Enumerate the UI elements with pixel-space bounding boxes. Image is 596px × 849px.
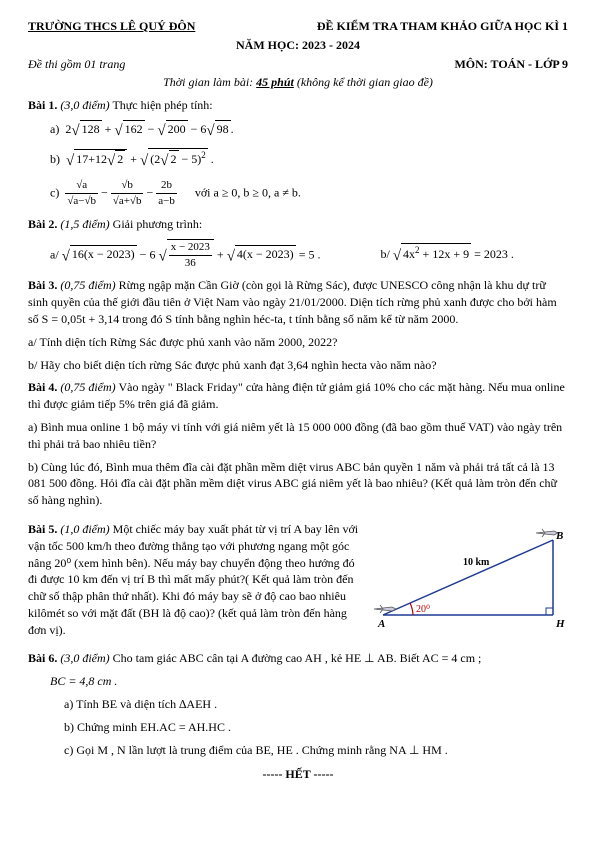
bai1-stem: Thực hiện phép tính: (112, 98, 212, 112)
bai2-title: Bài 2. (28, 217, 57, 231)
bai6-stem: Cho tam giác ABC cân tại A đường cao AH … (113, 651, 482, 665)
bai1-c: c) √a√a−√b − √b√a+√b − 2ba−b với a ≥ 0, … (50, 178, 568, 210)
page-note: Đề thi gồm 01 trang (28, 56, 125, 73)
bai4-pts: (0,75 điểm) (60, 380, 115, 394)
bai6-qa: a) Tính BE và diện tích ∆AEH . (64, 696, 568, 713)
bai5-title: Bài 5. (28, 522, 57, 536)
bai3-title: Bài 3. (28, 278, 57, 292)
bai3-qa: a/ Tính diện tích Rừng Sác được phủ xanh… (28, 334, 568, 351)
bai6-pts: (3,0 điểm) (60, 651, 109, 665)
bai4-qa: a) Bình mua online 1 bộ máy vi tính với … (28, 419, 568, 453)
bai6-qc: c) Gọi M , N lần lượt là trung điểm của … (64, 742, 568, 759)
bai5-heading: Bài 5. (1,0 điểm) Một chiếc máy bay xuất… (28, 521, 360, 639)
exam-title: ĐỀ KIỂM TRA THAM KHẢO GIỮA HỌC KÌ 1 (317, 18, 568, 35)
school-year: NĂM HỌC: 2023 - 2024 (28, 37, 568, 54)
bai2-stem: Giải phương trình: (113, 217, 203, 231)
bai3-qb: b/ Hãy cho biết diện tích rừng Sác được … (28, 357, 568, 374)
bai2-pts: (1,5 điểm) (60, 217, 109, 231)
bai6-qb: b) Chứng minh EH.AC = AH.HC . (64, 719, 568, 736)
bai5-diagram: A B H 10 km 20⁰ (368, 515, 568, 635)
bai2-b-label: b/ (380, 247, 389, 261)
bai1-b: b) √17+12√2 + √(2√2 − 5)2 . (50, 148, 568, 172)
bai2-a-label: a/ (50, 247, 59, 261)
bai1-heading: Bài 1. (3,0 điểm) Thực hiện phép tính: (28, 97, 568, 114)
bai2-b-right: = 2023 . (474, 247, 514, 261)
bai2-heading: Bài 2. (1,5 điểm) Giải phương trình: (28, 216, 568, 233)
label-A: A (377, 618, 385, 630)
bai3-heading: Bài 3. (0,75 điểm) Rừng ngập mặn Cần Giờ… (28, 277, 568, 327)
time-label: Thời gian làm bài: (163, 75, 256, 89)
bai5-pts: (1,0 điểm) (60, 522, 109, 536)
bai1-title: Bài 1. (28, 98, 57, 112)
bai6-title: Bài 6. (28, 651, 57, 665)
school-name: TRƯỜNG THCS LÊ QUÝ ĐÔN (28, 18, 195, 35)
time-value: 45 phút (256, 75, 294, 89)
bai4-title: Bài 4. (28, 380, 57, 394)
time-suffix: (không kể thời gian giao đề) (294, 75, 433, 89)
end-marker: ----- HẾT ----- (28, 766, 568, 783)
bai4-heading: Bài 4. (0,75 điểm) Vào ngày " Black Frid… (28, 379, 568, 413)
label-H: H (555, 618, 565, 630)
bai6-bc: BC = 4,8 cm . (50, 673, 568, 690)
bai1-c-cond: với a ≥ 0, b ≥ 0, a ≠ b. (195, 186, 301, 200)
label-dist: 10 km (463, 557, 490, 568)
bai6-heading: Bài 6. (3,0 điểm) Cho tam giác ABC cân t… (28, 650, 568, 667)
label-angle: 20⁰ (416, 604, 430, 615)
bai1-a-label: a) (50, 122, 59, 136)
bai1-b-label: b) (50, 152, 60, 166)
bai4-qb: b) Cùng lúc đó, Bình mua thêm đĩa cài đặ… (28, 459, 568, 509)
plane-icon (536, 529, 558, 537)
plane-icon (374, 605, 396, 613)
bai2-equations: a/ √16(x − 2023) − 6 √x − 202336 + √4(x … (50, 239, 568, 272)
bai1-a: a) 2√128 + √162 − √200 − 6√98. (50, 120, 568, 142)
subject: MÔN: TOÁN - LỚP 9 (454, 56, 568, 73)
bai5-text: Một chiếc máy bay xuất phát từ vị trí A … (28, 522, 358, 637)
bai1-pts: (3,0 điểm) (60, 98, 109, 112)
time-limit: Thời gian làm bài: 45 phút (không kể thờ… (28, 74, 568, 91)
bai3-pts: (0,75 điểm) (60, 278, 115, 292)
bai1-c-label: c) (50, 186, 59, 200)
